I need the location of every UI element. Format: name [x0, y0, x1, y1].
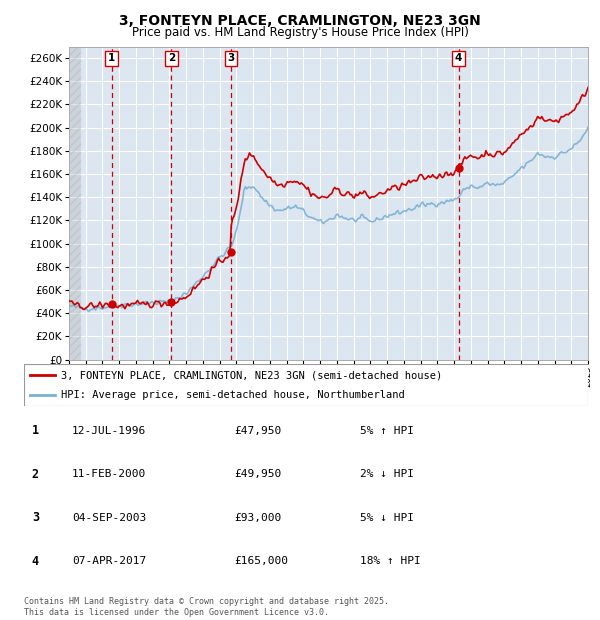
Text: £165,000: £165,000 — [234, 556, 288, 566]
Text: 1: 1 — [108, 53, 115, 63]
Text: £47,950: £47,950 — [234, 426, 281, 436]
Text: 4: 4 — [32, 555, 39, 567]
Text: £93,000: £93,000 — [234, 513, 281, 523]
Text: 3: 3 — [227, 53, 235, 63]
Text: 12-JUL-1996: 12-JUL-1996 — [72, 426, 146, 436]
Text: 3: 3 — [32, 512, 39, 524]
Text: 3, FONTEYN PLACE, CRAMLINGTON, NE23 3GN: 3, FONTEYN PLACE, CRAMLINGTON, NE23 3GN — [119, 14, 481, 28]
Text: 3, FONTEYN PLACE, CRAMLINGTON, NE23 3GN (semi-detached house): 3, FONTEYN PLACE, CRAMLINGTON, NE23 3GN … — [61, 370, 442, 380]
Text: 5% ↑ HPI: 5% ↑ HPI — [360, 426, 414, 436]
Text: 2% ↓ HPI: 2% ↓ HPI — [360, 469, 414, 479]
Text: HPI: Average price, semi-detached house, Northumberland: HPI: Average price, semi-detached house,… — [61, 390, 404, 400]
Text: 11-FEB-2000: 11-FEB-2000 — [72, 469, 146, 479]
Text: 5% ↓ HPI: 5% ↓ HPI — [360, 513, 414, 523]
Text: 2: 2 — [32, 468, 39, 481]
Text: Contains HM Land Registry data © Crown copyright and database right 2025.
This d: Contains HM Land Registry data © Crown c… — [24, 598, 389, 617]
Text: Price paid vs. HM Land Registry's House Price Index (HPI): Price paid vs. HM Land Registry's House … — [131, 26, 469, 39]
Text: 18% ↑ HPI: 18% ↑ HPI — [360, 556, 421, 566]
Text: 07-APR-2017: 07-APR-2017 — [72, 556, 146, 566]
Text: 4: 4 — [455, 53, 462, 63]
Text: £49,950: £49,950 — [234, 469, 281, 479]
Text: 1: 1 — [32, 425, 39, 437]
Text: 2: 2 — [168, 53, 175, 63]
Text: 04-SEP-2003: 04-SEP-2003 — [72, 513, 146, 523]
